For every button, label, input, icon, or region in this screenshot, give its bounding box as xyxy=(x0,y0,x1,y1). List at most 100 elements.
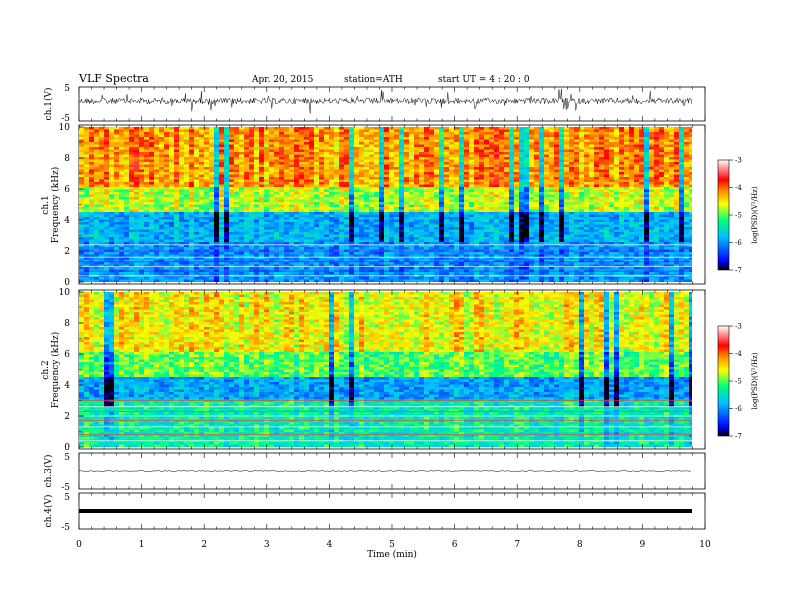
spectrogram-cell xyxy=(204,217,210,220)
spectrogram-cell xyxy=(294,194,300,198)
spectrogram-cell xyxy=(629,147,635,150)
spectrogram-cell xyxy=(669,204,675,208)
spectrogram-cell xyxy=(414,164,420,168)
spectrogram-cell xyxy=(254,189,260,193)
spectrogram-cell xyxy=(299,177,305,180)
spectrogram-cell xyxy=(334,204,340,208)
spectrogram-cell xyxy=(369,147,375,150)
spectrogram-cell xyxy=(349,144,355,148)
spectrogram-cell xyxy=(169,179,175,183)
spectrogram-cell xyxy=(569,152,575,155)
spectrogram-cell xyxy=(574,167,580,170)
spectrogram-cell xyxy=(624,144,630,148)
spectrogram-cell xyxy=(264,139,270,143)
spectrogram-cell xyxy=(144,199,150,203)
spectrogram-cell xyxy=(179,184,185,188)
spectrogram-cell xyxy=(114,159,120,163)
spectrogram-cell xyxy=(639,174,645,178)
spectrogram-cell xyxy=(379,199,385,203)
spectrogram-cell xyxy=(654,209,660,213)
spectrogram-cell xyxy=(649,219,655,223)
spectrogram-cell xyxy=(139,219,145,223)
spectrogram-cell xyxy=(184,164,190,168)
spectrogram-cell xyxy=(194,132,200,135)
spectrogram-cell xyxy=(209,207,215,210)
spectrogram-cell xyxy=(669,219,675,223)
spectrogram-cell xyxy=(204,179,210,183)
spectrogram-cell xyxy=(289,174,295,178)
spectrogram-cell xyxy=(504,217,510,220)
spectrogram-cell xyxy=(364,192,370,195)
spectrogram-cell xyxy=(284,224,290,228)
spectrogram-cell xyxy=(384,179,390,183)
spectrogram-cell xyxy=(609,162,615,165)
spectrogram-cell xyxy=(474,182,480,185)
spectrogram-cell xyxy=(674,174,680,178)
spectrogram-cell xyxy=(169,197,175,200)
spectrogram-cell xyxy=(649,202,655,205)
spectrogram-cell xyxy=(284,164,290,168)
spectrogram-cell xyxy=(444,139,450,143)
spectrogram-cell xyxy=(209,162,215,165)
spectrogram-cell xyxy=(364,157,370,160)
spectrogram-cell xyxy=(674,142,680,145)
spectrogram-cell xyxy=(109,172,115,175)
spectrogram-cell xyxy=(544,127,550,130)
spectrogram-cell xyxy=(144,209,150,213)
spectrogram-cell xyxy=(429,204,435,208)
spectrogram-cell xyxy=(614,167,620,170)
spectrogram-cell xyxy=(264,162,270,165)
spectrogram-cell xyxy=(634,187,640,190)
spectrogram-cell xyxy=(89,214,95,218)
spectrogram-cell xyxy=(514,187,520,190)
spectrogram-cell xyxy=(99,169,105,173)
spectrogram-cell xyxy=(84,162,90,165)
spectrogram-cell xyxy=(424,179,430,183)
spectrogram-cell xyxy=(629,127,635,130)
spectrogram-cell xyxy=(559,139,565,143)
spectrogram-cell xyxy=(429,149,435,153)
spectrogram-cell xyxy=(209,177,215,180)
spectrogram-cell xyxy=(429,157,435,160)
spectrogram-cell xyxy=(274,207,280,210)
spectrogram-cell xyxy=(174,224,180,228)
spectrogram-cell xyxy=(614,212,620,215)
spectrogram-cell xyxy=(324,224,330,228)
spectrogram-cell xyxy=(314,169,320,173)
spectrogram-cell xyxy=(214,142,220,145)
spectrogram-cell xyxy=(294,134,300,138)
spectrogram-cell xyxy=(314,187,320,190)
spectrogram-cell xyxy=(414,162,420,165)
spectrogram-cell xyxy=(599,194,605,198)
spectrogram-cell xyxy=(279,222,285,225)
spectrogram-cell xyxy=(264,207,270,210)
spectrogram-cell xyxy=(274,152,280,155)
spectrogram-cell xyxy=(264,194,270,198)
spectrogram-cell xyxy=(284,139,290,143)
spectrogram-cell xyxy=(504,179,510,183)
spectrogram-cell xyxy=(394,199,400,203)
spectrogram-cell xyxy=(469,177,475,180)
spectrogram-cell xyxy=(304,209,310,213)
spectrogram-cell xyxy=(564,139,570,143)
spectrogram-cell xyxy=(389,154,395,158)
spectrogram-cell xyxy=(419,167,425,170)
spectrogram-cell xyxy=(674,172,680,175)
spectrogram-cell xyxy=(374,187,380,190)
spectrogram-cell xyxy=(599,157,605,160)
spectrogram-cell xyxy=(344,127,350,130)
spectrogram-cell xyxy=(589,197,595,200)
spectrogram-cell xyxy=(189,159,195,163)
spectrogram-cell xyxy=(679,159,685,163)
spectrogram-cell xyxy=(659,222,665,225)
spectrogram-cell xyxy=(89,194,95,198)
spectrogram-cell xyxy=(594,129,600,133)
spectrogram-cell xyxy=(334,142,340,145)
spectrogram-cell xyxy=(459,194,465,198)
spectrogram-cell xyxy=(644,157,650,160)
spectrogram-cell xyxy=(579,177,585,180)
spectrogram-cell xyxy=(439,167,445,170)
spectrogram-cell xyxy=(659,129,665,133)
spectrogram-cell xyxy=(184,184,190,188)
spectrogram-cell xyxy=(679,157,685,160)
